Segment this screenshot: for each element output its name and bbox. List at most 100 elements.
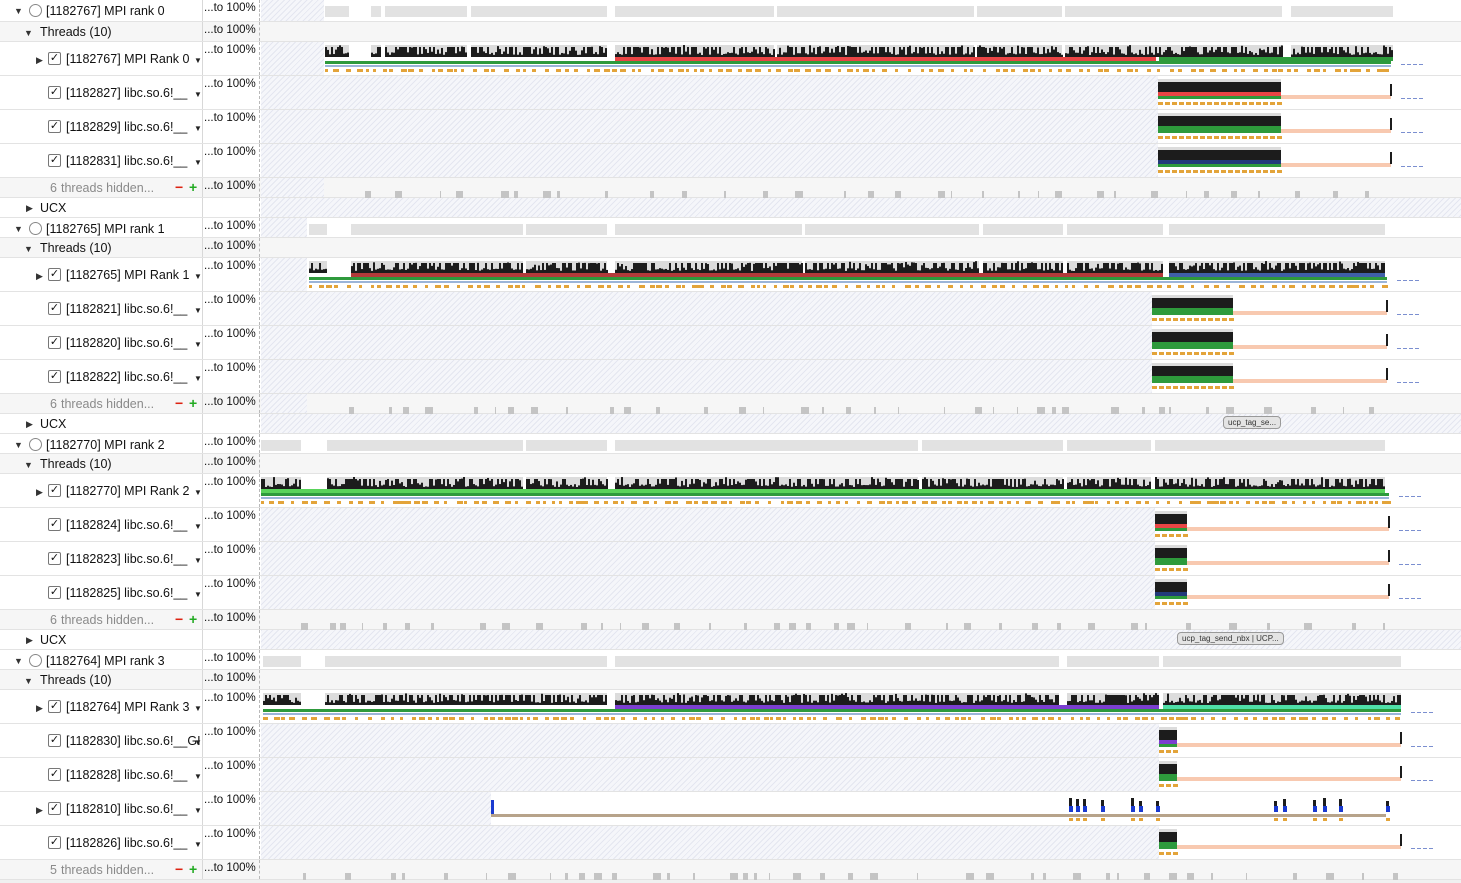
cpu-usage-sample[interactable] — [925, 694, 927, 705]
call-marker[interactable] — [1339, 806, 1343, 812]
cpu-usage-sample[interactable] — [835, 486, 837, 489]
hidden-thread-activity[interactable] — [1326, 873, 1334, 880]
cpu-usage-sample[interactable] — [885, 477, 887, 489]
cuda-api-marker[interactable] — [740, 501, 745, 504]
cpu-usage-sample[interactable] — [1283, 269, 1285, 273]
cpu-usage-sample[interactable] — [509, 481, 511, 489]
cpu-usage-sample[interactable] — [1026, 486, 1028, 489]
cpu-usage-sample[interactable] — [767, 485, 769, 489]
cpu-usage-sample[interactable] — [1333, 486, 1335, 489]
cpu-usage-sample[interactable] — [887, 479, 889, 489]
nvtx-stripe[interactable] — [261, 493, 1389, 496]
cpu-usage-sample[interactable] — [919, 47, 921, 57]
hidden-thread-activity[interactable] — [739, 407, 746, 414]
cpu-usage-sample[interactable] — [717, 485, 719, 489]
cuda-api-marker[interactable] — [1256, 136, 1261, 139]
cuda-api-marker[interactable] — [970, 69, 973, 72]
cpu-usage-sample[interactable] — [951, 701, 953, 705]
thread-menu-dropdown-icon[interactable]: ▼ — [194, 158, 202, 167]
cpu-usage-sample[interactable] — [1060, 484, 1062, 489]
cpu-usage-sample[interactable] — [1386, 801, 1389, 809]
cuda-api-marker[interactable] — [1249, 170, 1254, 173]
cpu-usage-sample[interactable] — [1269, 53, 1271, 57]
cpu-usage-sample[interactable] — [1179, 54, 1181, 57]
cuda-api-marker[interactable] — [828, 501, 831, 504]
cuda-api-marker[interactable] — [879, 501, 885, 504]
cuda-api-marker[interactable] — [1115, 501, 1119, 504]
tail-marker[interactable] — [1415, 348, 1419, 349]
cuda-api-marker[interactable] — [435, 285, 441, 288]
cpu-usage-sample[interactable] — [938, 479, 940, 489]
cpu-usage-sample[interactable] — [645, 484, 647, 489]
cuda-api-marker[interactable] — [783, 717, 786, 720]
tail-marker[interactable] — [1409, 314, 1413, 315]
cpu-usage-sample[interactable] — [635, 702, 637, 705]
cpu-usage-sample[interactable] — [799, 264, 801, 273]
cpu-usage-sample[interactable] — [703, 695, 705, 705]
cuda-api-marker[interactable] — [746, 69, 752, 72]
cpu-usage-sample[interactable] — [1035, 263, 1037, 273]
cuda-api-marker[interactable] — [892, 285, 895, 288]
cpu-usage-sample[interactable] — [353, 263, 355, 273]
cpu-usage-sample[interactable] — [1309, 485, 1311, 489]
cpu-usage-sample[interactable] — [590, 485, 592, 489]
cpu-usage-sample[interactable] — [1345, 486, 1347, 489]
timeline-track[interactable] — [259, 542, 1461, 575]
cpu-usage-sample[interactable] — [411, 47, 413, 57]
cpu-usage-sample[interactable] — [943, 53, 945, 57]
cpu-usage-sample[interactable] — [1388, 584, 1390, 596]
cpu-usage-sample[interactable] — [1013, 700, 1015, 705]
cpu-usage-sample[interactable] — [805, 53, 807, 57]
cuda-api-marker[interactable] — [263, 717, 268, 720]
cpu-usage-sample[interactable] — [1303, 485, 1305, 489]
cpu-usage-sample[interactable] — [743, 701, 745, 705]
cpu-usage-sample[interactable] — [497, 700, 499, 705]
cpu-usage-sample[interactable] — [415, 479, 417, 489]
cpu-usage-sample[interactable] — [469, 479, 471, 489]
cpu-usage-sample[interactable] — [1297, 702, 1299, 705]
cpu-usage-sample[interactable] — [511, 479, 513, 489]
cpu-usage-sample[interactable] — [1237, 52, 1239, 57]
cuda-api-marker[interactable] — [576, 501, 582, 504]
hidden-thread-activity[interactable] — [440, 191, 441, 198]
cpu-usage-sample[interactable] — [465, 268, 467, 273]
cpu-usage-sample[interactable] — [899, 700, 901, 705]
cpu-usage-sample[interactable] — [1223, 47, 1225, 57]
cpu-usage-sample[interactable] — [761, 52, 763, 57]
cpu-usage-sample[interactable] — [371, 52, 373, 57]
cuda-api-marker[interactable] — [484, 285, 490, 288]
cpu-idle-band[interactable] — [1159, 829, 1177, 833]
cpu-usage-sample[interactable] — [1211, 47, 1213, 57]
cpu-usage-sample[interactable] — [429, 479, 431, 489]
cpu-usage-sample[interactable] — [1357, 52, 1359, 57]
cuda-api-marker[interactable] — [1108, 285, 1114, 288]
cpu-usage-sample[interactable] — [621, 54, 623, 57]
cpu-usage-sample[interactable] — [586, 269, 588, 273]
cpu-usage-sample[interactable] — [1091, 700, 1093, 705]
cpu-usage-sample[interactable] — [413, 47, 415, 57]
cuda-api-marker[interactable] — [726, 69, 732, 72]
hidden-thread-activity[interactable] — [656, 407, 660, 414]
hidden-thread-activity[interactable] — [1352, 623, 1356, 630]
cpu-usage-sample[interactable] — [557, 695, 559, 705]
cpu-usage-sample[interactable] — [1247, 53, 1249, 57]
cpu-usage-sample[interactable] — [797, 695, 799, 705]
cpu-usage-sample[interactable] — [1119, 263, 1121, 273]
hidden-thread-activity[interactable] — [1229, 623, 1237, 630]
hidden-thread-activity[interactable] — [822, 407, 824, 414]
cuda-api-marker[interactable] — [981, 285, 986, 288]
cpu-usage-sample[interactable] — [651, 263, 653, 273]
cuda-api-marker[interactable] — [764, 717, 769, 720]
cpu-usage-sample[interactable] — [829, 52, 831, 57]
cuda-api-marker[interactable] — [1256, 170, 1261, 173]
cpu-usage-sample[interactable] — [958, 486, 960, 489]
cpu-usage-sample[interactable] — [1367, 47, 1369, 57]
cpu-usage-sample[interactable] — [1231, 695, 1233, 705]
cpu-usage-sample[interactable] — [419, 697, 421, 705]
cuda-api-marker[interactable] — [867, 501, 872, 504]
tail-marker[interactable] — [1411, 598, 1415, 599]
timeline-track[interactable] — [259, 76, 1461, 109]
cpu-usage-sample[interactable] — [598, 479, 600, 489]
cuda-api-marker[interactable] — [887, 501, 892, 504]
cpu-usage-sample[interactable] — [775, 265, 777, 273]
